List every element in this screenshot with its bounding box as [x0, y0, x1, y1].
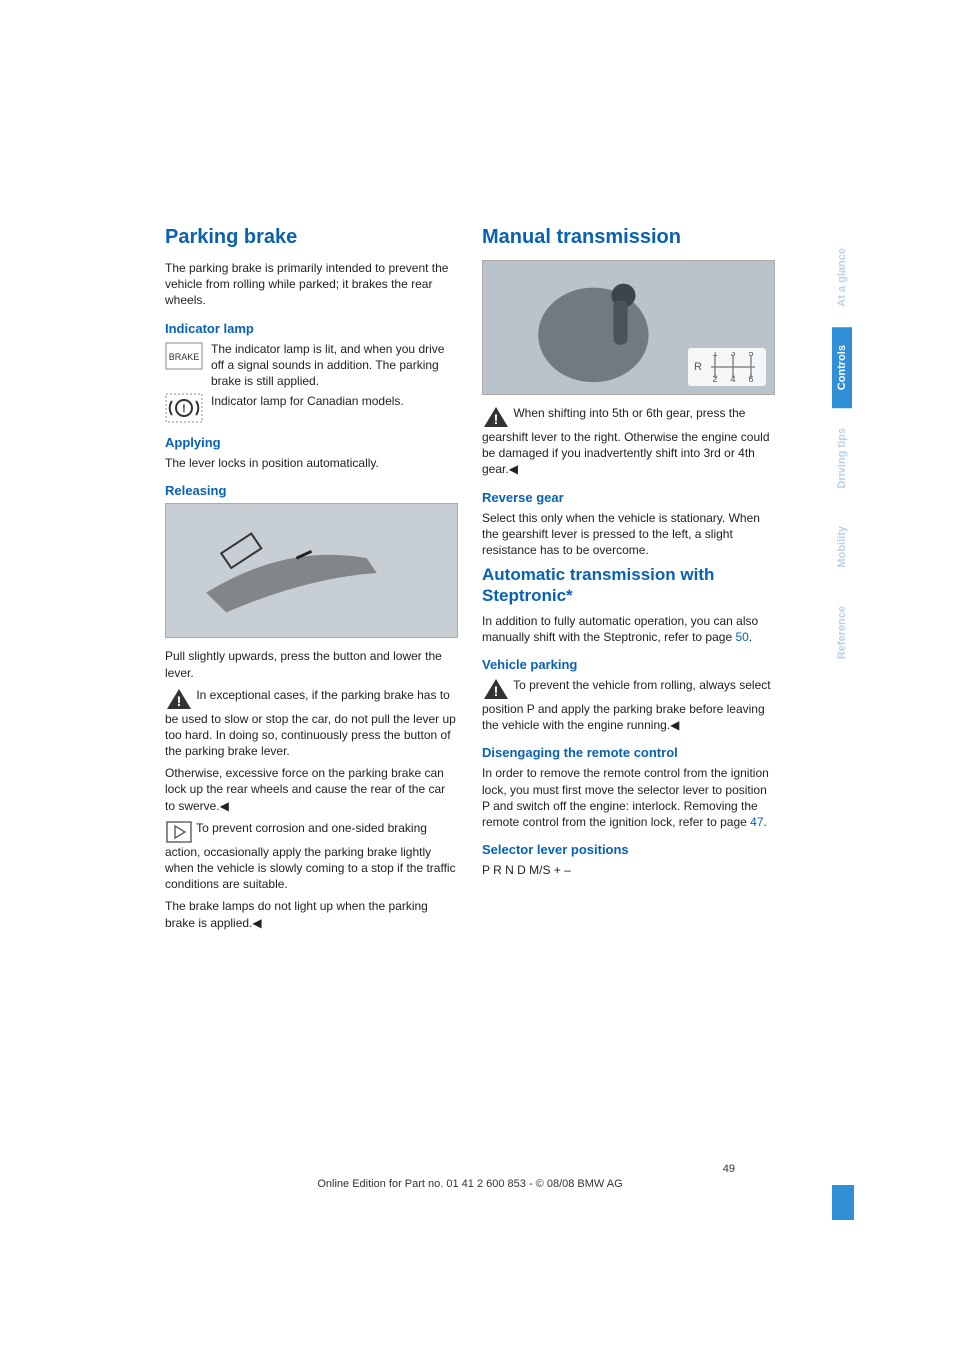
- warning-icon: !: [482, 405, 510, 429]
- tab-driving-tips[interactable]: Driving tips: [832, 410, 852, 507]
- svg-text:!: !: [494, 683, 499, 699]
- svg-text:!: !: [182, 403, 186, 415]
- svg-text:3: 3: [730, 352, 735, 358]
- releasing-text: Pull slightly upwards, press the button …: [165, 648, 458, 680]
- tab-page-marker: [832, 1185, 854, 1220]
- side-tabs: At a glance Controls Driving tips Mobili…: [832, 230, 854, 679]
- gearshift-illustration: R 1 3 5 2 4 6: [482, 260, 775, 395]
- parking-intro: The parking brake is primarily intended …: [165, 260, 458, 309]
- tab-mobility[interactable]: Mobility: [832, 508, 852, 586]
- indicator-lamp-text: The indicator lamp is lit, and when you …: [211, 341, 458, 390]
- heading-selector-positions: Selector lever positions: [482, 842, 775, 857]
- brake-label-text: BRAKE: [169, 352, 200, 362]
- canadian-indicator-row: ! Indicator lamp for Canadian models.: [165, 393, 458, 423]
- disengaging-text: In order to remove the remote control fr…: [482, 765, 775, 830]
- warning-excessive-force: ! In exceptional cases, if the parking b…: [165, 687, 458, 760]
- heading-releasing: Releasing: [165, 483, 458, 498]
- page-link-50[interactable]: 50: [735, 630, 748, 644]
- tip-corrosion: To prevent corrosion and one-sided braki…: [165, 820, 458, 893]
- vehicle-parking-warning: ! To prevent the vehicle from rolling, a…: [482, 677, 775, 733]
- left-column: Parking brake The parking brake is prima…: [165, 225, 458, 937]
- warn1-text: In exceptional cases, if the parking bra…: [165, 688, 456, 758]
- tab-reference[interactable]: Reference: [832, 588, 852, 677]
- svg-text:5: 5: [748, 352, 753, 358]
- svg-text:2: 2: [712, 374, 717, 382]
- heading-applying: Applying: [165, 435, 458, 450]
- diseng-a: In order to remove the remote control fr…: [482, 766, 769, 829]
- page-footer: 49 Online Edition for Part no. 01 41 2 6…: [165, 1163, 775, 1190]
- heading-parking-brake: Parking brake: [165, 225, 458, 250]
- shift-warning: ! When shifting into 5th or 6th gear, pr…: [482, 405, 775, 478]
- tip-icon: [165, 820, 193, 844]
- page-content: Parking brake The parking brake is prima…: [165, 225, 775, 937]
- svg-text:4: 4: [730, 374, 735, 382]
- tab-controls[interactable]: Controls: [832, 327, 852, 408]
- auto-intro-a: In addition to fully automatic operation…: [482, 614, 758, 644]
- applying-text: The lever locks in position automaticall…: [165, 455, 458, 471]
- two-column-layout: Parking brake The parking brake is prima…: [165, 225, 775, 937]
- warn1b-text: Otherwise, excessive force on the parkin…: [165, 765, 458, 814]
- brake-icon: BRAKE: [165, 341, 203, 371]
- page-number: 49: [165, 1163, 775, 1175]
- gear-r: R: [694, 361, 702, 373]
- selector-positions-text: P R N D M/S + –: [482, 862, 775, 878]
- auto-intro-b: .: [749, 630, 752, 644]
- canadian-indicator-text: Indicator lamp for Canadian models.: [211, 393, 458, 409]
- svg-text:6: 6: [748, 374, 753, 382]
- shift-warn-text: When shifting into 5th or 6th gear, pres…: [482, 406, 770, 476]
- svg-text:!: !: [494, 411, 499, 427]
- reverse-text: Select this only when the vehicle is sta…: [482, 510, 775, 559]
- tip1-text: To prevent corrosion and one-sided braki…: [165, 821, 456, 891]
- heading-manual-transmission: Manual transmission: [482, 225, 775, 250]
- svg-text:1: 1: [712, 352, 717, 358]
- parking-brake-icon: !: [165, 393, 203, 423]
- heading-vehicle-parking: Vehicle parking: [482, 657, 775, 672]
- footer-copyright: Online Edition for Part no. 01 41 2 600 …: [317, 1178, 622, 1190]
- warning-icon: !: [482, 677, 510, 701]
- svg-text:!: !: [177, 693, 182, 709]
- tab-at-a-glance[interactable]: At a glance: [832, 230, 852, 325]
- heading-disengaging-remote: Disengaging the remote control: [482, 745, 775, 760]
- brake-indicator-row: BRAKE The indicator lamp is lit, and whe…: [165, 341, 458, 390]
- auto-intro: In addition to fully automatic operation…: [482, 613, 775, 645]
- warning-icon: !: [165, 687, 193, 711]
- gear-pattern-diagram: R 1 3 5 2 4 6: [688, 348, 766, 386]
- heading-indicator-lamp: Indicator lamp: [165, 321, 458, 336]
- heading-reverse-gear: Reverse gear: [482, 490, 775, 505]
- vpark-warn-text: To prevent the vehicle from rolling, alw…: [482, 678, 771, 732]
- page-link-47[interactable]: 47: [750, 815, 763, 829]
- heading-automatic-transmission: Automatic transmission with Steptronic*: [482, 564, 775, 607]
- diseng-b: .: [764, 815, 767, 829]
- releasing-illustration: [165, 503, 458, 638]
- tip1b-text: The brake lamps do not light up when the…: [165, 898, 458, 930]
- right-column: Manual transmission R: [482, 225, 775, 937]
